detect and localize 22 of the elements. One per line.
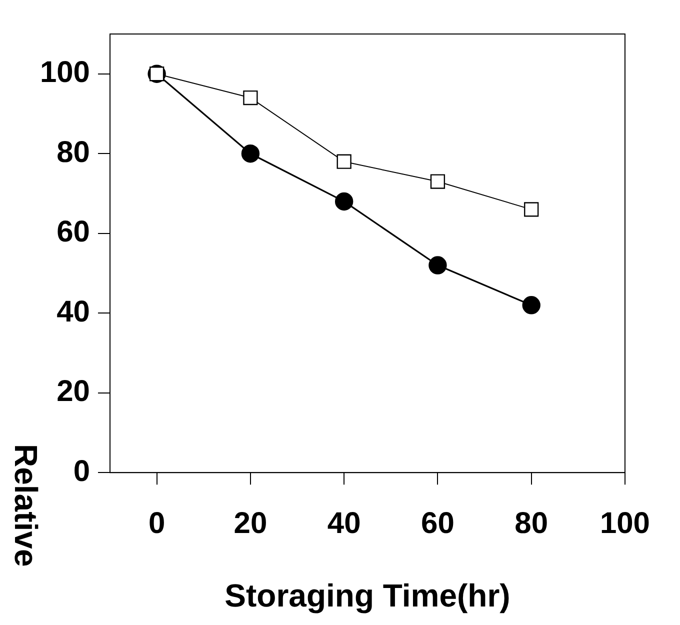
y-tick-label: 80 bbox=[56, 136, 90, 169]
y-tick-label: 60 bbox=[56, 216, 90, 249]
point bbox=[243, 90, 258, 106]
point bbox=[428, 256, 447, 274]
point bbox=[336, 154, 352, 169]
x-tick-label: 40 bbox=[327, 506, 361, 540]
y-tick-label: 20 bbox=[56, 375, 90, 408]
x-tick-label: 60 bbox=[421, 506, 454, 540]
point bbox=[241, 144, 260, 163]
point bbox=[430, 174, 446, 189]
x-tick-label: 80 bbox=[514, 506, 548, 540]
x-tick-label: 20 bbox=[234, 506, 268, 540]
point bbox=[524, 202, 539, 217]
x-tick-label: 100 bbox=[600, 506, 650, 540]
x-axis-title: Storaging Time(hr) bbox=[224, 578, 510, 614]
y-tick-label: 0 bbox=[73, 454, 90, 488]
y-tick-label: 40 bbox=[56, 295, 90, 328]
y-tick-label: 100 bbox=[40, 56, 90, 90]
point bbox=[334, 192, 354, 211]
y-axis-title: Relative bbox=[8, 444, 44, 567]
x-tick-label: 0 bbox=[148, 506, 166, 540]
point bbox=[522, 296, 540, 314]
